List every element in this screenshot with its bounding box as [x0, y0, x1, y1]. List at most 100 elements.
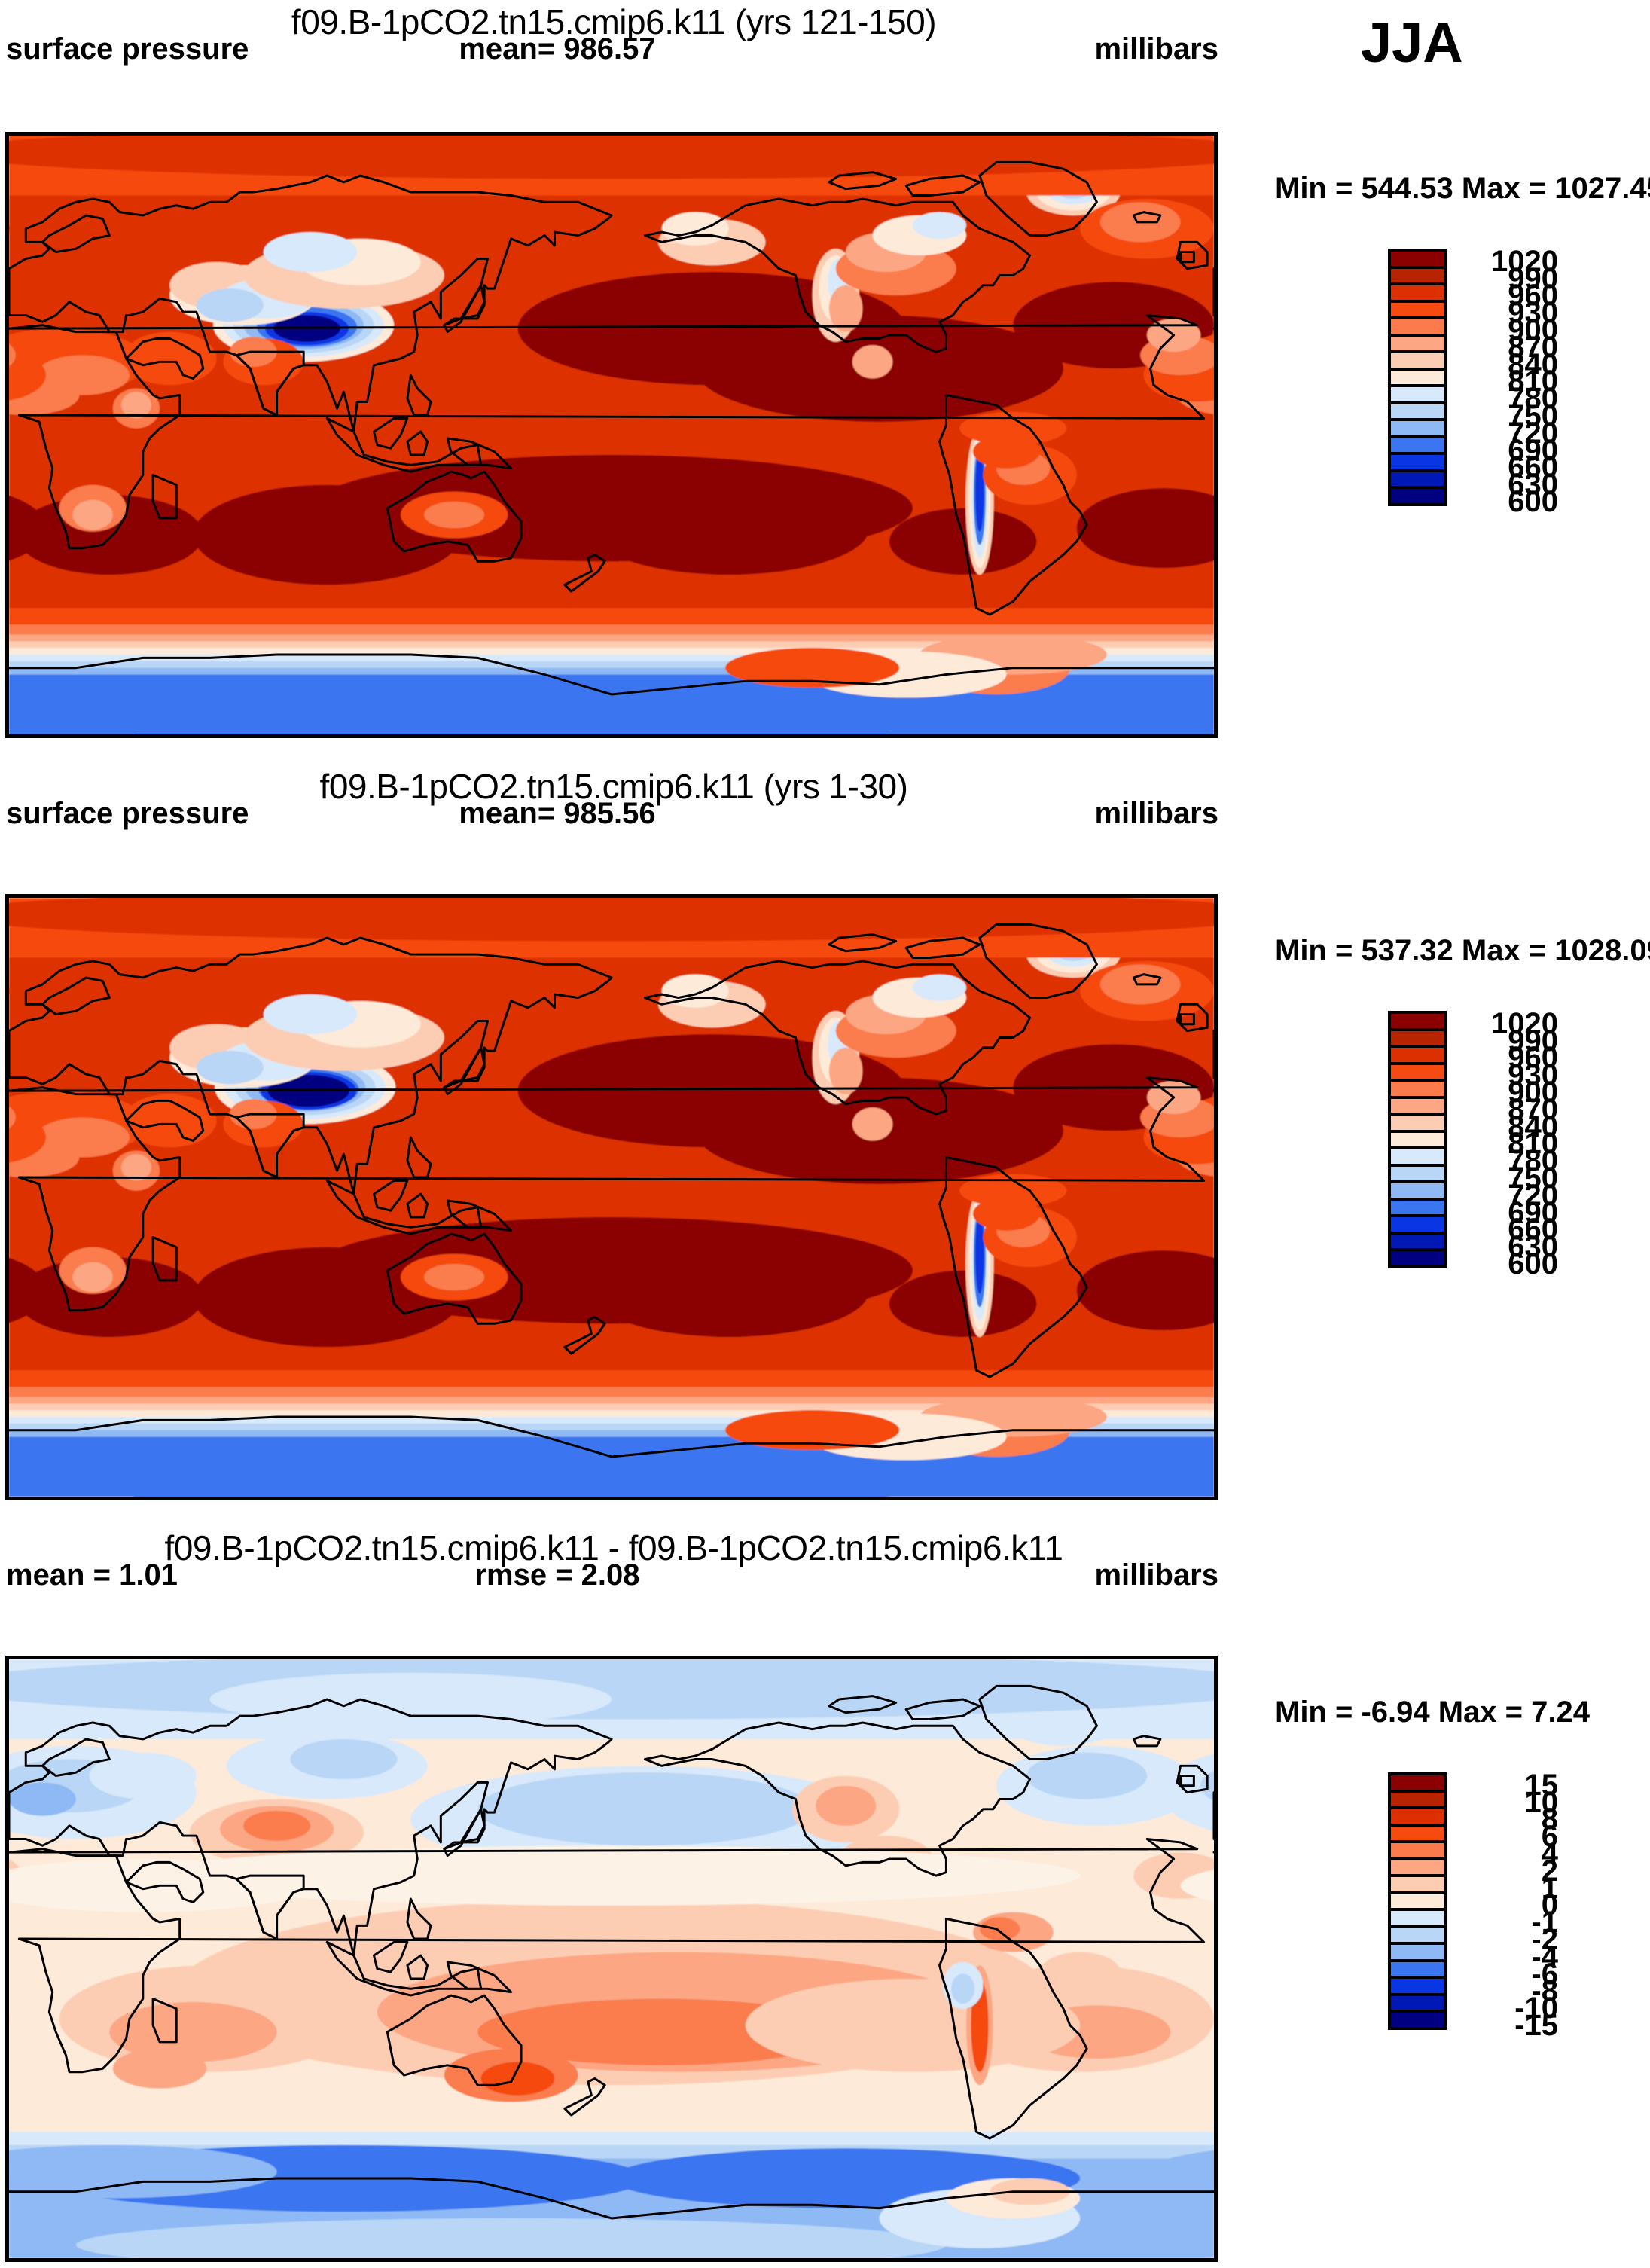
- colorbar-tick-label: -1: [1531, 1906, 1558, 1940]
- colorbar-swatch: [1391, 1082, 1444, 1099]
- colorbar-tick-label: 6: [1541, 1820, 1558, 1854]
- colorbar-swatch: [1391, 2013, 1444, 2027]
- colorbar-middle: 1020 990 960 930 900 870 840 810 780 750 720 690 660…: [1388, 1009, 1620, 1279]
- colorbar-swatch: [1391, 268, 1444, 286]
- season-label: JJA: [1361, 11, 1463, 74]
- colorbar-swatch: [1391, 1149, 1444, 1167]
- colorbar-swatch: [1391, 1775, 1444, 1793]
- colorbar-swatch: [1391, 1995, 1444, 2013]
- colorbar-labels-top: 1020 990 960 930 900 870 840 810 780 750 720 690 660…: [1468, 244, 1558, 517]
- colorbar-swatch: [1391, 421, 1444, 438]
- minmax-bottom: Min = -6.94 Max = 7.24: [1275, 1696, 1590, 1729]
- colorbar-tick-label: 600: [1508, 485, 1558, 518]
- colorbar-tick-label: 990: [1508, 261, 1558, 295]
- panel-left-label-middle: surface pressure: [6, 797, 249, 830]
- colorbar-tick-label: 870: [1508, 1092, 1558, 1126]
- colorbar-top: 1020 990 960 930 900 870 840 810 780 750 720 690 660…: [1388, 246, 1620, 517]
- colorbar-tick-label: -2: [1531, 1923, 1558, 1956]
- colorbar-swatch: [1391, 1064, 1444, 1082]
- colorbar-tick-label: 1: [1541, 1871, 1558, 1905]
- colorbar-tick-label: 1020: [1491, 244, 1558, 278]
- map-top[interactable]: [5, 132, 1218, 738]
- map-bottom[interactable]: [5, 1656, 1218, 2262]
- colorbar-bottom: 15 10 8 6 4 2 1 0 -1 -2 -4 -6 -8 -10 -15: [1388, 1770, 1620, 2041]
- colorbar-tick-label: 900: [1508, 313, 1558, 346]
- panel-center-label-bottom: rmse = 2.08: [474, 1558, 640, 1592]
- colorbar-tick-label: 960: [1508, 279, 1558, 313]
- colorbar-tick-label: 600: [1508, 1247, 1558, 1281]
- minmax-top: Min = 544.53 Max = 1027.45: [1275, 172, 1650, 205]
- colorbar-tick-label: 690: [1508, 433, 1558, 467]
- colorbar-swatches-middle: [1388, 1011, 1447, 1268]
- panel-left-label-top: surface pressure: [6, 32, 249, 66]
- colorbar-swatch: [1391, 1877, 1444, 1894]
- colorbar-swatch: [1391, 1826, 1444, 1844]
- colorbar-swatch: [1391, 1792, 1444, 1810]
- colorbar-tick-label: -10: [1514, 1992, 1558, 2025]
- colorbar-swatch: [1391, 387, 1444, 404]
- colorbar-tick-label: 1020: [1491, 1006, 1558, 1040]
- colorbar-tick-label: 15: [1524, 1768, 1559, 1802]
- colorbar-tick-label: 750: [1508, 1161, 1558, 1195]
- colorbar-tick-label: 990: [1508, 1024, 1558, 1058]
- colorbar-swatch: [1391, 1048, 1444, 1065]
- colorbar-swatch: [1391, 302, 1444, 320]
- minmax-middle: Min = 537.32 Max = 1028.09: [1275, 934, 1650, 967]
- colorbar-swatch: [1391, 1945, 1444, 1962]
- colorbar-tick-label: -4: [1531, 1940, 1558, 1973]
- panel-left-label-bottom: mean = 1.01: [6, 1558, 178, 1592]
- colorbar-swatch: [1391, 252, 1444, 269]
- colorbar-tick-label: 900: [1508, 1076, 1558, 1109]
- colorbar-tick-label: 630: [1508, 468, 1558, 502]
- colorbar-swatch: [1391, 1928, 1444, 1946]
- colorbar-tick-label: 810: [1508, 365, 1558, 398]
- colorbar-swatch: [1391, 438, 1444, 456]
- panel-center-label-top: mean= 986.57: [459, 32, 656, 66]
- colorbar-tick-label: 10: [1524, 1785, 1559, 1819]
- colorbar-tick-label: 840: [1508, 347, 1558, 381]
- colorbar-tick-label: 780: [1508, 382, 1558, 416]
- colorbar-swatches-top: [1388, 249, 1447, 506]
- colorbar-swatch: [1391, 1217, 1444, 1235]
- colorbar-tick-label: -15: [1514, 2009, 1558, 2042]
- colorbar-swatch: [1391, 489, 1444, 503]
- colorbar-swatch: [1391, 1251, 1444, 1265]
- colorbar-tick-label: 840: [1508, 1110, 1558, 1143]
- panel-units-label-middle: millibars: [1094, 797, 1218, 830]
- colorbar-tick-label: 870: [1508, 330, 1558, 364]
- colorbar-swatch: [1391, 1116, 1444, 1133]
- colorbar-tick-label: -8: [1531, 1974, 1558, 2008]
- colorbar-swatch: [1391, 1911, 1444, 1928]
- colorbar-tick-label: -6: [1531, 1957, 1558, 1991]
- colorbar-swatch: [1391, 1843, 1444, 1860]
- panel-title-top: f09.B-1pCO2.tn15.cmip6.k11 (yrs 121-150): [291, 2, 937, 41]
- colorbar-tick-label: 720: [1508, 1178, 1558, 1212]
- colorbar-swatch: [1391, 1014, 1444, 1031]
- panel-title-bottom: f09.B-1pCO2.tn15.cmip6.k11 - f09.B-1pCO2…: [164, 1528, 1063, 1567]
- panel-units-label-bottom: millibars: [1094, 1558, 1218, 1592]
- colorbar-tick-label: 2: [1541, 1854, 1558, 1888]
- colorbar-swatch: [1391, 1894, 1444, 1912]
- colorbar-swatch: [1391, 1234, 1444, 1252]
- panel-units-label-top: millibars: [1094, 32, 1218, 66]
- colorbar-labels-middle: 1020 990 960 930 900 870 840 810 780 750 720 690 660…: [1468, 1006, 1558, 1279]
- colorbar-tick-label: 810: [1508, 1127, 1558, 1161]
- colorbar-swatch: [1391, 1961, 1444, 1980]
- colorbar-swatch: [1391, 1809, 1444, 1827]
- colorbar-swatch: [1391, 1183, 1444, 1201]
- colorbar-swatch: [1391, 472, 1444, 490]
- colorbar-tick-label: 690: [1508, 1195, 1558, 1229]
- colorbar-swatch: [1391, 1132, 1444, 1150]
- colorbar-swatch: [1391, 1200, 1444, 1218]
- colorbar-swatch: [1391, 1979, 1444, 1996]
- colorbar-tick-label: 960: [1508, 1041, 1558, 1075]
- colorbar-labels-bottom: 15 10 8 6 4 2 1 0 -1 -2 -4 -6 -8 -10 -15: [1468, 1768, 1559, 2041]
- colorbar-tick-label: 930: [1508, 1058, 1558, 1092]
- colorbar-tick-label: 8: [1541, 1802, 1558, 1836]
- colorbar-swatch: [1391, 285, 1444, 303]
- colorbar-tick-label: 630: [1508, 1230, 1558, 1264]
- map-middle[interactable]: [5, 894, 1218, 1500]
- colorbar-tick-label: 750: [1508, 399, 1558, 432]
- colorbar-swatch: [1391, 370, 1444, 388]
- panel-title-middle: f09.B-1pCO2.tn15.cmip6.k11 (yrs 1-30): [319, 767, 908, 806]
